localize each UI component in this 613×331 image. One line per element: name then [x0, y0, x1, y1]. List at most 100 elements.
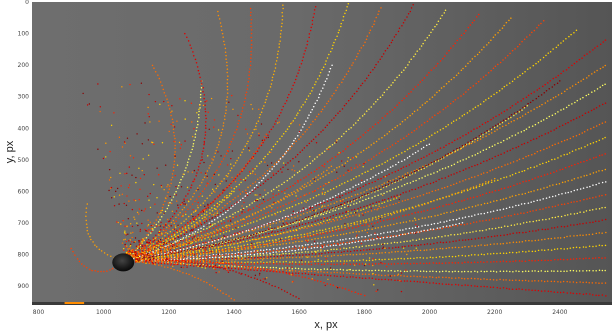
trajectory-point [536, 150, 539, 153]
trajectory-point [436, 227, 439, 229]
trajectory-point [423, 229, 425, 232]
trajectory-point [190, 256, 192, 259]
trajectory-point [197, 262, 199, 265]
trajectory-point [210, 234, 213, 236]
trajectory-point [395, 217, 398, 219]
trajectory-point [238, 264, 240, 267]
trajectory-point [338, 166, 341, 168]
trajectory-point [361, 277, 364, 280]
trajectory-point [223, 218, 225, 220]
trajectory-point [209, 218, 211, 221]
trajectory-point [303, 177, 305, 179]
trajectory-point [507, 186, 509, 188]
trajectory-point [586, 198, 588, 200]
trajectory-point [431, 134, 433, 136]
trajectory-point [249, 219, 252, 221]
trajectory-point [530, 190, 532, 193]
trajectory-point [250, 54, 252, 56]
trajectory-point [240, 254, 243, 257]
trajectory-point [449, 211, 452, 213]
trajectory-point [524, 192, 527, 195]
trajectory-point [171, 237, 173, 240]
trajectory-point [106, 253, 109, 256]
trajectory-point [244, 145, 246, 148]
trajectory-point [173, 153, 176, 156]
trajectory-point [234, 255, 236, 257]
trajectory-point [470, 284, 473, 287]
trajectory-point [533, 108, 535, 110]
trajectory-point [324, 252, 326, 254]
trajectory-point [381, 183, 383, 186]
trajectory-point [253, 261, 256, 264]
trajectory-point [375, 140, 378, 143]
trajectory-point [336, 201, 338, 203]
trajectory-point [251, 266, 253, 268]
trajectory-point [513, 119, 515, 122]
trajectory-point [579, 211, 581, 213]
trajectory-point [406, 157, 409, 159]
trajectory-point [374, 273, 377, 276]
trajectory-point [358, 239, 361, 242]
trajectory-point [225, 109, 227, 111]
trajectory-point [568, 66, 570, 69]
trajectory-point [152, 237, 155, 239]
trajectory-point [397, 257, 399, 260]
trajectory-point [511, 195, 514, 197]
trajectory-point [545, 197, 548, 199]
trajectory-point [523, 169, 526, 172]
trajectory-point [276, 255, 279, 258]
trajectory-point [312, 16, 315, 19]
trajectory-point [357, 87, 360, 90]
trajectory-point [305, 185, 308, 187]
trajectory-point [544, 270, 546, 273]
trajectory-point [211, 240, 214, 243]
trajectory-point [371, 126, 374, 128]
trajectory-point [448, 270, 450, 273]
trajectory-point [241, 222, 243, 225]
trajectory-point [160, 264, 163, 267]
trajectory-point [430, 31, 432, 34]
trajectory-point [216, 210, 219, 212]
trajectory-point [276, 211, 279, 214]
trajectory-point [552, 48, 554, 50]
trajectory-point [496, 234, 499, 237]
trajectory-point [566, 235, 568, 238]
trajectory-point [250, 11, 252, 14]
trajectory-point [592, 257, 594, 260]
trajectory-point [249, 208, 252, 211]
trajectory-point [575, 281, 578, 284]
trajectory-point [330, 263, 332, 266]
trajectory-point [244, 94, 247, 96]
trajectory-point [528, 179, 530, 182]
trajectory-point [461, 217, 464, 219]
trajectory-point [298, 252, 300, 254]
trajectory-point [223, 221, 226, 224]
trajectory-point [311, 255, 313, 258]
trajectory-point [326, 241, 329, 243]
trajectory-point [532, 64, 535, 67]
trajectory-point [476, 139, 479, 142]
trajectory-point [429, 276, 431, 278]
trajectory-point [441, 177, 443, 180]
trajectory-point [586, 129, 589, 131]
trajectory-point [509, 270, 511, 273]
trajectory-point [348, 242, 351, 245]
trajectory-point [360, 84, 362, 87]
trajectory-point [345, 247, 348, 250]
trajectory-point [233, 165, 235, 167]
trajectory-point [278, 114, 281, 117]
trajectory-point [213, 219, 216, 221]
trajectory-point [585, 293, 588, 295]
trajectory-point [272, 220, 275, 223]
trajectory-point [313, 158, 316, 160]
trajectory-point [295, 245, 297, 247]
trajectory-point [311, 221, 313, 223]
trajectory-point [323, 263, 326, 265]
trajectory-point [300, 106, 303, 108]
trajectory-point [302, 104, 304, 106]
trajectory-point [391, 258, 393, 261]
trajectory-point [508, 251, 511, 254]
trajectory-point [517, 101, 519, 103]
trajectory-point [196, 265, 198, 267]
trajectory-point [482, 76, 485, 78]
